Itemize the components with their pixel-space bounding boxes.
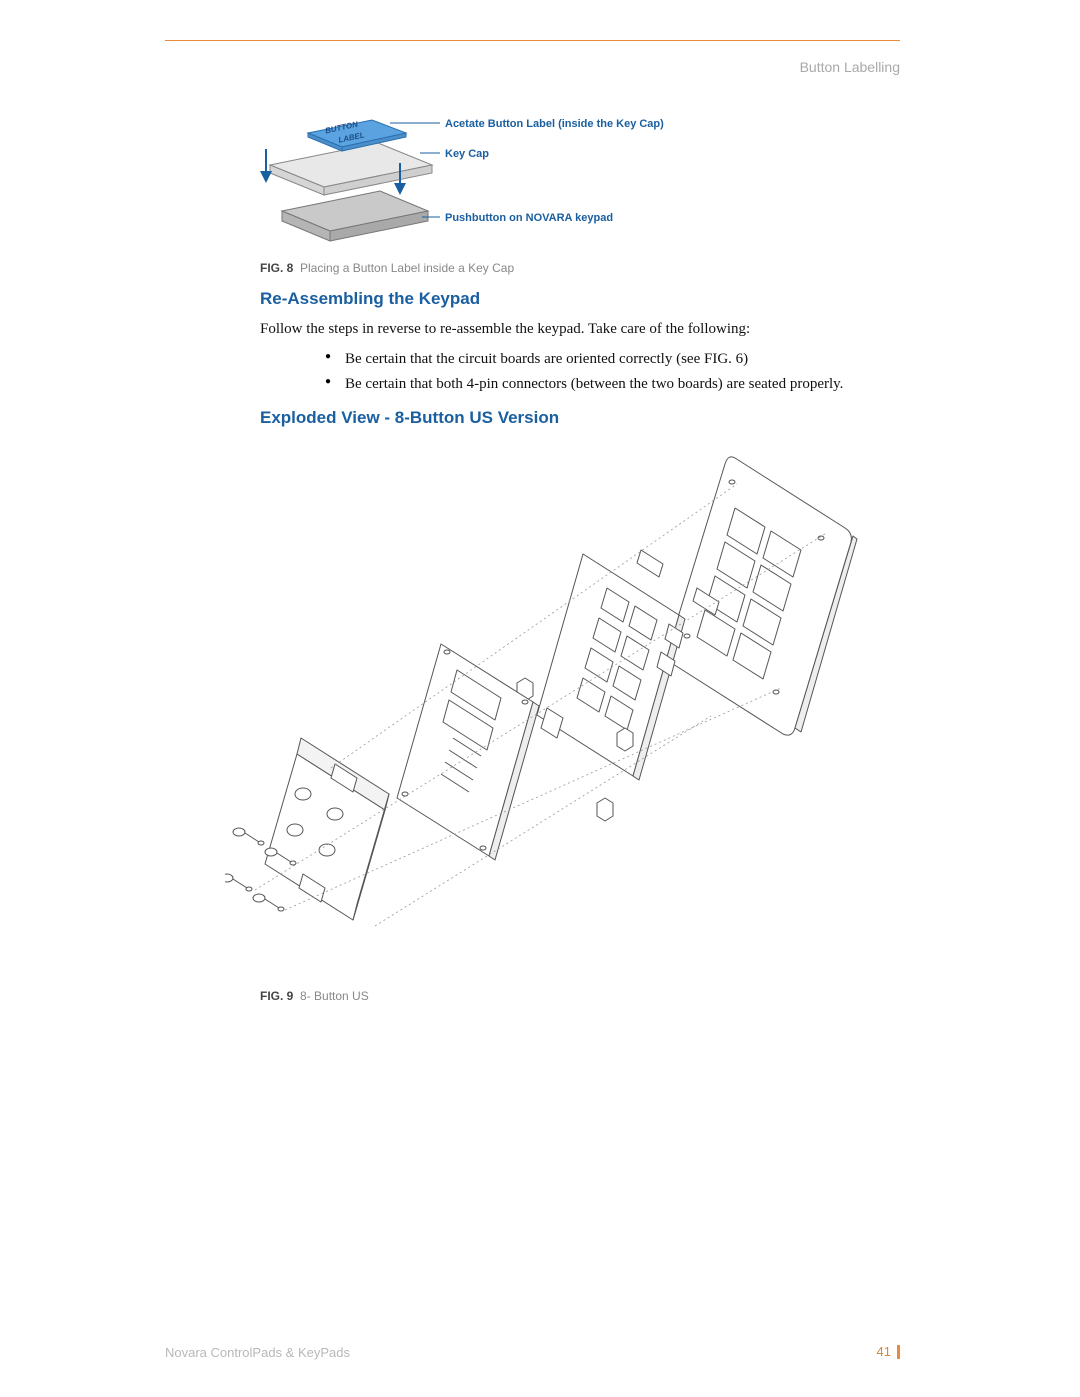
callout-keycap-label: Key Cap <box>445 148 489 160</box>
figure-8-diagram: BUTTON LABEL Acetate Button Label (insid… <box>260 103 900 253</box>
figure-9-number: FIG. 9 <box>260 989 293 1003</box>
top-rule <box>165 40 900 41</box>
figure-8-number: FIG. 8 <box>260 261 293 275</box>
reassembling-bullets: Be certain that the circuit boards are o… <box>325 349 900 394</box>
heading-exploded-view: Exploded View - 8-Button US Version <box>260 408 900 428</box>
figure-9-diagram <box>225 438 900 983</box>
page-footer: Novara ControlPads & KeyPads 41 <box>165 1345 900 1360</box>
list-item: Be certain that the circuit boards are o… <box>325 349 900 369</box>
figure-8-caption: FIG. 8 Placing a Button Label inside a K… <box>260 261 900 275</box>
callout-pushbutton-label: Pushbutton on NOVARA keypad <box>445 212 613 224</box>
reassembling-intro: Follow the steps in reverse to re-assemb… <box>260 319 900 339</box>
list-item: Be certain that both 4-pin connectors (b… <box>325 374 900 394</box>
heading-reassembling: Re-Assembling the Keypad <box>260 289 900 309</box>
footer-doc-title: Novara ControlPads & KeyPads <box>165 1345 350 1360</box>
figure-8-caption-text: Placing a Button Label inside a Key Cap <box>300 261 514 275</box>
callout-acetate-label: Acetate Button Label (inside the Key Cap… <box>445 118 664 130</box>
figure-9-caption: FIG. 9 8- Button US <box>260 989 900 1003</box>
page: Button Labelling <box>165 40 900 1360</box>
footer-page-number: 41 <box>877 1345 900 1359</box>
figure-9-caption-text: 8- Button US <box>300 989 369 1003</box>
header-section-label: Button Labelling <box>165 59 900 75</box>
